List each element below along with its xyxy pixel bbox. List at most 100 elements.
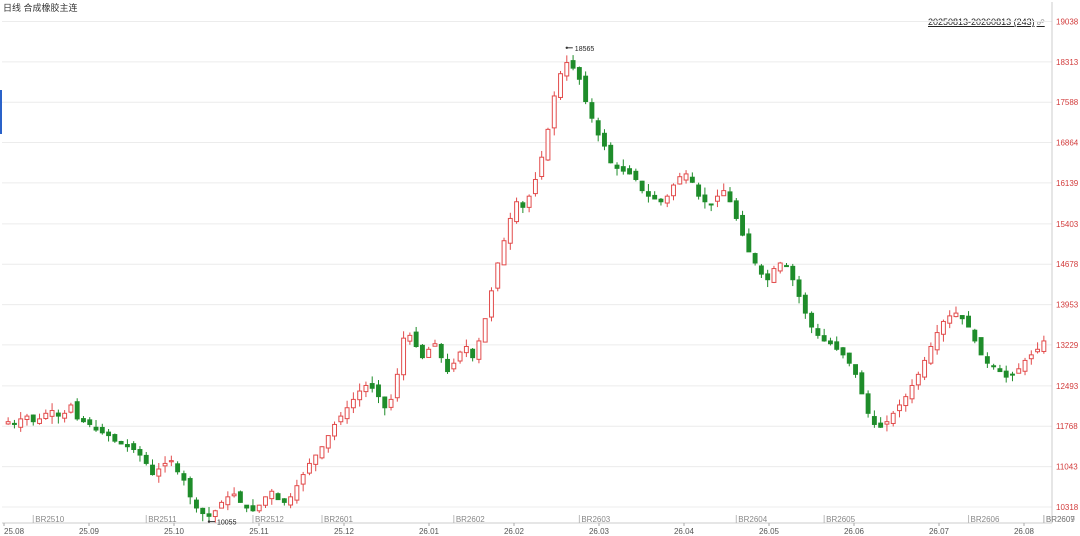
candle	[978, 337, 984, 356]
candle	[589, 98, 595, 123]
candle-body-down	[871, 416, 877, 425]
candle	[878, 417, 884, 428]
candle	[388, 394, 394, 411]
candle	[313, 454, 319, 472]
panel-side-marker	[0, 90, 2, 134]
candle-body-down	[765, 273, 771, 281]
candle-body-up	[432, 343, 438, 347]
candle	[733, 197, 739, 221]
candle-body-down	[658, 198, 664, 203]
price-tick-label: 11043	[1056, 463, 1078, 472]
lock-icon[interactable]: ☍	[1036, 18, 1045, 27]
candle-body-down	[878, 422, 884, 428]
candle-body-up	[922, 359, 928, 378]
date-tick-label: 26.05	[759, 527, 780, 536]
candle-body-up	[558, 73, 563, 98]
candle	[1028, 350, 1034, 365]
marker-dot	[565, 46, 569, 50]
candle-body-down	[689, 176, 695, 183]
candle	[903, 393, 909, 412]
candle	[200, 507, 206, 522]
candle	[426, 346, 432, 358]
candle-body-down	[840, 347, 846, 356]
candle-body-down	[589, 102, 595, 119]
candle-body-up	[564, 62, 570, 77]
candle-body-up	[231, 493, 237, 497]
contract-tick-label: BR2601	[324, 515, 353, 524]
candle-body-up	[407, 334, 413, 342]
candle-body-up	[288, 496, 294, 506]
candle-body-down	[237, 491, 243, 503]
low-price-marker: 10055	[207, 520, 237, 527]
candle	[671, 183, 676, 201]
date-tick-label: 25.12	[334, 527, 355, 536]
candle	[181, 470, 187, 486]
candle-body-down	[846, 352, 852, 364]
date-tick-label: 25.11	[249, 527, 269, 536]
candle	[576, 66, 582, 85]
date-range-selector[interactable]: 20250813-20260813 (243) ☍	[928, 17, 1045, 27]
candle	[539, 150, 545, 180]
candle	[771, 265, 777, 284]
candle-body-down	[834, 341, 840, 350]
candle	[991, 363, 997, 370]
candle	[802, 292, 808, 319]
candle-body-down	[112, 434, 118, 442]
candle-body-down	[1010, 373, 1015, 376]
candle-body-up	[269, 490, 275, 500]
candle-body-up	[388, 398, 394, 408]
candle-body-down	[30, 414, 36, 423]
candle-body-up	[671, 184, 676, 197]
candle-body-down	[93, 426, 99, 431]
candle	[162, 456, 168, 473]
candle	[168, 455, 174, 467]
candle	[495, 262, 501, 292]
candle-body-up	[1022, 359, 1028, 372]
high-price-marker: 18565	[565, 46, 594, 53]
candle	[652, 191, 658, 200]
date-tick-label: 26.07	[929, 527, 950, 536]
candle-body-down	[740, 214, 746, 236]
candle	[551, 91, 557, 136]
candle-body-down	[118, 440, 124, 445]
candle	[865, 390, 871, 418]
candle-body-down	[143, 454, 149, 464]
candle-body-down	[959, 315, 965, 320]
candle-body-down	[470, 348, 476, 359]
candle-body-up	[256, 504, 262, 512]
candle	[1041, 335, 1047, 354]
candle-body-up	[947, 315, 953, 324]
price-tick-label: 18313	[1056, 58, 1079, 67]
candle	[708, 203, 714, 212]
candle	[319, 446, 325, 460]
candle	[394, 368, 400, 402]
candle-body-up	[451, 362, 457, 370]
candle	[1010, 371, 1015, 382]
candle-body-down	[250, 505, 256, 512]
candle	[846, 352, 852, 367]
candle-body-up	[903, 396, 909, 407]
candle-body-down	[99, 426, 105, 434]
candle-body-down	[595, 120, 601, 136]
candle	[99, 423, 105, 435]
candle	[300, 471, 306, 492]
candle	[777, 261, 783, 274]
candle	[696, 182, 702, 200]
candle	[821, 328, 827, 342]
candle-body-up	[18, 418, 24, 428]
candle-body-down	[809, 312, 815, 328]
contract-tick-label: BR2603	[581, 515, 610, 524]
contract-tick-label: BR2604	[738, 515, 767, 524]
candle	[137, 446, 143, 462]
candle-body-down	[150, 464, 155, 476]
candle	[30, 414, 36, 426]
candle	[187, 476, 193, 505]
candle	[156, 463, 162, 483]
candle	[219, 500, 225, 509]
candle	[702, 187, 708, 209]
candle	[997, 364, 1003, 373]
candle-body-up	[940, 320, 946, 335]
candle	[81, 415, 86, 423]
candle	[1022, 357, 1028, 376]
